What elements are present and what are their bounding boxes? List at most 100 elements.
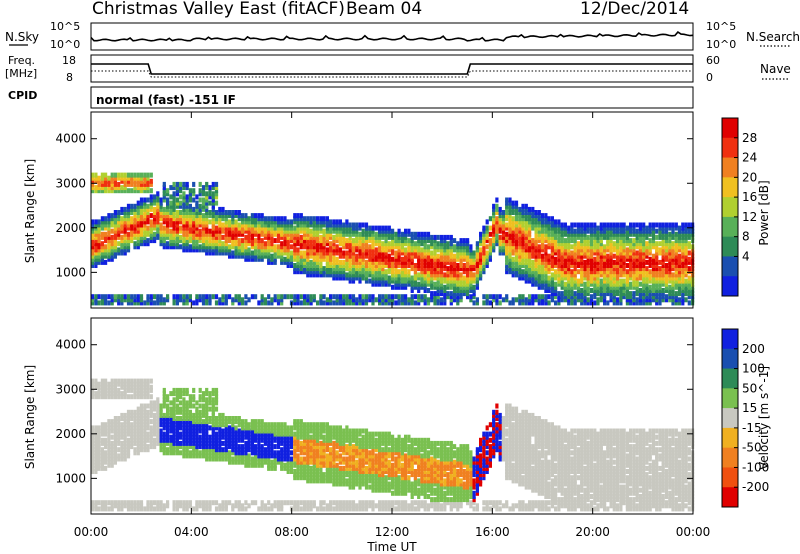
power-cell: [664, 281, 669, 287]
power-cell: [537, 231, 541, 237]
velocity-cell: [139, 447, 144, 453]
velocity-cell: [185, 412, 189, 418]
power-cell: [518, 228, 522, 234]
power-heatmap: [91, 172, 695, 306]
power-cell: [316, 269, 320, 275]
power-cell: [286, 263, 290, 268]
power-cell: [423, 269, 427, 275]
power-cell: [404, 266, 408, 272]
power-cell: [133, 172, 137, 178]
power-cell: [289, 234, 294, 240]
velocity-cell: [188, 437, 192, 443]
velocity-cell: [175, 437, 179, 443]
power-cell: [632, 253, 636, 259]
power-cell: [364, 234, 369, 240]
velocity-cell: [126, 437, 131, 443]
power-cell: [456, 263, 460, 268]
velocity-cell: [97, 425, 101, 431]
power-cell: [312, 250, 316, 256]
velocity-cell: [211, 440, 215, 446]
power-cell: [492, 231, 496, 237]
power-cell: [143, 225, 147, 231]
power-cell: [479, 253, 483, 259]
velocity-cell: [100, 459, 104, 465]
power-cell: [394, 294, 398, 300]
power-cell: [325, 266, 329, 272]
power-cell: [185, 213, 189, 219]
power-cell: [378, 300, 382, 306]
power-cell: [306, 266, 310, 272]
power-cell: [91, 297, 95, 303]
power-cell: [410, 241, 414, 247]
power-cell: [563, 263, 567, 268]
power-cell: [426, 263, 431, 268]
power-cell: [211, 222, 215, 228]
velocity-cell: [130, 412, 134, 418]
power-cell: [303, 250, 307, 256]
power-cell: [495, 228, 499, 234]
velocity-cell: [91, 447, 95, 453]
power-cell: [123, 206, 127, 212]
velocity-cell: [257, 431, 261, 437]
power-cell: [126, 210, 131, 215]
velocity-cell: [169, 400, 173, 406]
power-cell: [524, 241, 528, 247]
velocity-cell: [153, 400, 157, 406]
power-cell: [524, 244, 528, 250]
velocity-cell: [100, 428, 104, 434]
power-cell: [547, 275, 551, 281]
power-cell: [400, 281, 404, 287]
velocity-cell: [143, 416, 147, 421]
power-cell: [466, 266, 470, 272]
power-cell: [661, 263, 665, 268]
power-cell: [446, 234, 450, 240]
velocity-cell: [234, 450, 238, 456]
velocity-cell: [224, 447, 228, 453]
power-cell: [554, 263, 558, 268]
velocity-cell: [234, 431, 238, 437]
velocity-cell: [205, 409, 209, 415]
power-cell: [254, 225, 258, 231]
power-cell: [576, 225, 581, 231]
power-cell: [534, 210, 538, 215]
velocity-cell: [113, 387, 117, 393]
power-cell: [674, 266, 678, 272]
velocity-cell: [169, 419, 173, 425]
velocity-cell: [169, 416, 173, 421]
power-cell: [531, 263, 535, 268]
power-cell: [394, 269, 398, 275]
velocity-cell: [280, 428, 284, 434]
power-cell: [397, 241, 401, 247]
power-cell: [100, 247, 104, 253]
power-cell: [589, 272, 594, 278]
velocity-cell: [139, 394, 144, 400]
power-cell: [661, 253, 665, 259]
power-cell: [247, 297, 251, 303]
power-cell: [381, 228, 385, 234]
power-cell: [498, 210, 502, 215]
power-cell: [364, 247, 369, 253]
velocity-cell: [192, 419, 196, 425]
power-cell: [671, 284, 675, 290]
power-cell: [622, 288, 626, 293]
power-cell: [400, 238, 404, 244]
power-cell: [378, 247, 382, 253]
velocity-cell: [123, 419, 127, 425]
power-cell: [361, 222, 365, 228]
power-cell: [404, 297, 408, 303]
power-cell: [534, 269, 538, 275]
power-cell: [462, 238, 466, 244]
velocity-cell: [198, 409, 202, 415]
power-cell: [466, 284, 470, 290]
power-cell: [156, 203, 160, 209]
power-cell: [221, 247, 225, 253]
power-cell: [332, 259, 336, 265]
velocity-cell: [100, 440, 104, 446]
power-cell: [684, 259, 688, 265]
power-cell: [234, 219, 238, 225]
velocity-cell: [126, 394, 131, 400]
power-cell: [325, 234, 329, 240]
velocity-cell: [205, 431, 209, 437]
power-cell: [619, 241, 623, 247]
power-cell: [309, 219, 313, 225]
